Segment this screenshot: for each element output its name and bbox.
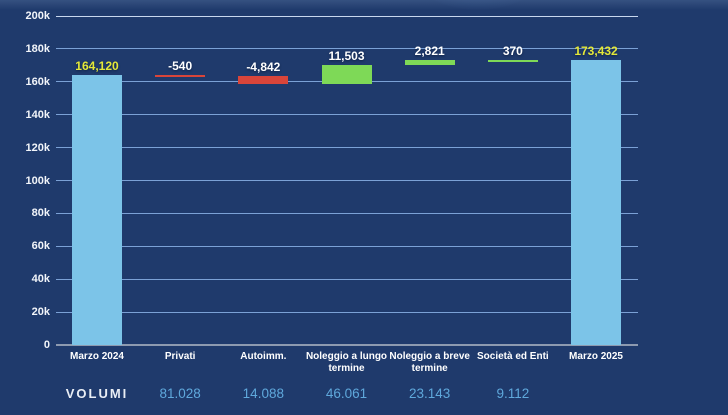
bar-value-label: 370 xyxy=(502,43,523,58)
gridline xyxy=(56,212,638,214)
y-tick-label: 0 xyxy=(43,339,50,351)
volume-value: 23.143 xyxy=(409,386,451,401)
gridline xyxy=(56,311,638,313)
bar-value-label: -4,842 xyxy=(246,59,281,74)
y-tick-label: 100k xyxy=(25,174,50,187)
bar-value-label: 2,821 xyxy=(414,44,445,59)
y-tick-label: 60k xyxy=(31,240,50,253)
category-label: Marzo 2024 xyxy=(70,351,124,362)
waterfall-bar-total xyxy=(571,59,622,345)
bar-value-label: -540 xyxy=(168,59,193,74)
category-label: Marzo 2025 xyxy=(569,351,623,362)
volumes-row-label: VOLUMI xyxy=(65,386,129,401)
gridline xyxy=(56,180,638,181)
volume-value: 46.061 xyxy=(325,386,368,401)
waterfall-bar-increase xyxy=(321,64,372,84)
gridline xyxy=(56,278,638,280)
y-tick-label: 200k xyxy=(25,10,50,22)
category-label: Autoimm. xyxy=(240,351,287,362)
volume-value: 9.112 xyxy=(496,386,530,401)
gridline xyxy=(56,48,638,50)
category-label: Privati xyxy=(164,351,196,362)
bar-value-label: 11,503 xyxy=(328,48,365,63)
y-tick-label: 180k xyxy=(25,42,50,55)
decorative-circle xyxy=(372,0,584,10)
category-label: Noleggio a lungo termine xyxy=(305,351,388,374)
y-tick-label: 120k xyxy=(25,141,50,154)
y-tick-label: 40k xyxy=(31,273,50,286)
y-tick-label: 140k xyxy=(25,108,50,121)
waterfall-bar-decrease xyxy=(155,75,206,78)
waterfall-bar-increase xyxy=(487,59,538,62)
gridline xyxy=(56,114,638,116)
bar-value-label: 164,120 xyxy=(75,59,119,74)
category-label: Noleggio a breve termine xyxy=(389,351,470,374)
gridline xyxy=(56,147,638,149)
waterfall-bar-increase xyxy=(404,60,455,65)
y-tick-label: 160k xyxy=(25,75,50,88)
volume-value: 81.028 xyxy=(159,386,201,401)
volume-value: 14.088 xyxy=(242,386,284,401)
category-label: Società ed Enti xyxy=(477,351,549,362)
waterfall-bar-total xyxy=(72,75,122,345)
gridline xyxy=(56,15,638,17)
gridline xyxy=(56,245,638,247)
waterfall-bar-decrease xyxy=(238,75,289,84)
bar-value-label: 173,432 xyxy=(574,43,618,58)
y-tick-label: 20k xyxy=(31,306,50,319)
y-tick-label: 80k xyxy=(31,207,50,220)
x-axis-line xyxy=(56,344,638,346)
